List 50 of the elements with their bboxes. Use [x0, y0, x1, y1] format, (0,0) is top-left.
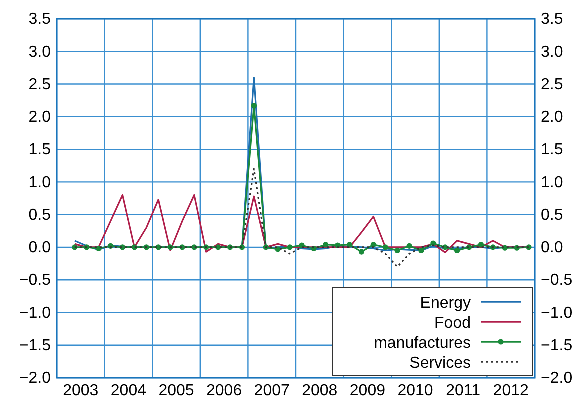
legend-label: manufactures — [374, 335, 471, 352]
point — [323, 242, 329, 248]
point — [251, 103, 257, 109]
y-tick-label: −1.5 — [19, 337, 52, 354]
y-tick-label: −0.5 — [19, 272, 52, 290]
y-tick-label: −2.0 — [19, 370, 52, 388]
y-tick-label: 3.5 — [28, 11, 52, 28]
x-tick-label: 2003 — [63, 382, 99, 400]
x-tick-label: 2008 — [302, 382, 338, 400]
x-tick-label: 2005 — [158, 382, 194, 400]
legend-label: Energy — [420, 295, 471, 312]
point — [382, 244, 388, 250]
y-tick-label: 1.5 — [28, 142, 52, 159]
y2-tick-label: −2.0 — [541, 370, 573, 388]
y2-tick-label: 0.0 — [541, 240, 564, 257]
y2-tick-label: 1.0 — [541, 174, 564, 192]
point — [394, 248, 400, 254]
y2-tick-label: 3.0 — [541, 44, 564, 61]
point — [406, 243, 412, 249]
y2-tick-label: −1.0 — [541, 304, 573, 322]
legend-label: Services — [410, 355, 471, 372]
y-tick-label: 2.0 — [28, 109, 52, 126]
y2-tick-label: 0.5 — [541, 206, 564, 224]
y2-tick-label: −1.5 — [541, 337, 573, 354]
y2-tick-label: 1.5 — [541, 142, 564, 159]
y2-tick-label: 2.0 — [541, 109, 564, 126]
point — [418, 248, 424, 254]
x-tick-label: 2004 — [110, 382, 147, 400]
x-tick-label: 2009 — [350, 382, 386, 400]
y2-tick-label: 3.5 — [541, 11, 564, 28]
y-tick-label: 2.5 — [28, 76, 52, 94]
legend-label: Food — [434, 315, 471, 332]
x-tick-label: 2011 — [446, 382, 481, 400]
point — [478, 242, 484, 248]
y-tick-label: 1.0 — [28, 174, 52, 192]
point — [346, 242, 353, 248]
x-tick-label: 2010 — [398, 382, 434, 400]
point — [454, 248, 460, 254]
y2-tick-label: 2.5 — [541, 76, 564, 94]
y-tick-label: 3.0 — [28, 44, 52, 61]
point — [287, 244, 293, 250]
x-tick-label: 2012 — [493, 382, 529, 400]
x-tick-label: 2006 — [206, 382, 242, 400]
y-tick-label: 0.0 — [28, 240, 52, 257]
point — [370, 242, 376, 248]
point — [358, 249, 365, 255]
x-tick-label: 2007 — [254, 382, 290, 400]
y-tick-label: −1.0 — [19, 304, 52, 322]
y2-tick-label: −0.5 — [541, 272, 573, 290]
y-tick-label: 0.5 — [28, 206, 52, 224]
